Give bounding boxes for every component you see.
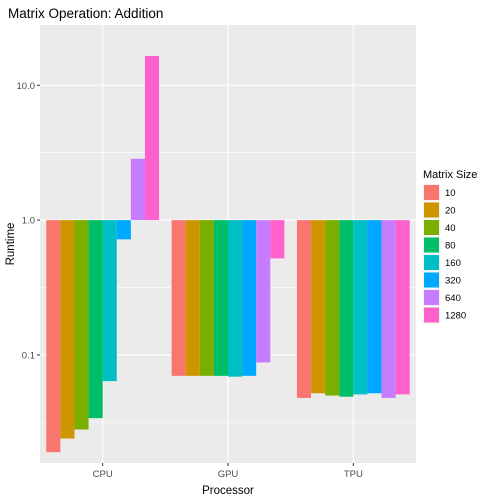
legend-label: 40	[445, 223, 456, 234]
bar-cpu-80	[88, 220, 103, 419]
bar-cpu-320	[116, 220, 131, 240]
bar-gpu-20	[185, 220, 200, 376]
bar-cpu-1280	[144, 55, 160, 221]
bar-cpu-10	[46, 220, 61, 453]
legend-swatch-160	[424, 255, 439, 270]
bar-gpu-640	[256, 220, 271, 363]
bar-tpu-320	[367, 220, 382, 394]
legend-label: 10	[445, 188, 456, 199]
legend-swatch-640	[424, 290, 439, 305]
legend-label: 20	[445, 206, 456, 217]
x-tick-label: GPU	[218, 469, 239, 480]
y-axis: 0.1 1.0 10.0	[17, 81, 40, 361]
bar-gpu-1280	[270, 220, 285, 259]
legend-swatch-1280	[424, 307, 439, 323]
bar-tpu-20	[311, 220, 326, 394]
legend-label: 1280	[445, 311, 466, 322]
bar-gpu-10	[171, 220, 186, 376]
y-tick-label: 0.1	[22, 350, 35, 361]
bar-tpu-640	[381, 220, 396, 398]
y-tick-label: 1.0	[22, 216, 35, 227]
x-tick-label: TPU	[344, 469, 363, 480]
legend-label: 160	[445, 258, 461, 269]
bar-gpu-80	[213, 220, 228, 376]
legend-swatch-20	[424, 202, 439, 218]
bar-tpu-40	[325, 220, 340, 396]
bar-tpu-160	[353, 220, 368, 395]
legend-label: 640	[445, 293, 461, 304]
x-axis: CPU GPU TPU	[93, 463, 363, 480]
y-tick-label: 10.0	[17, 81, 36, 92]
legend-swatch-10	[424, 185, 439, 200]
chart-title: Matrix Operation: Addition	[8, 6, 163, 21]
bar-cpu-160	[102, 220, 117, 382]
bar-cpu-20	[60, 220, 75, 439]
bar-cpu-640	[130, 158, 145, 221]
y-axis-title: Runtime	[5, 223, 17, 266]
bar-gpu-160	[228, 220, 243, 377]
x-tick-label: CPU	[93, 469, 113, 480]
legend-label: 320	[445, 276, 461, 287]
bar-tpu-1280	[395, 220, 410, 395]
legend: Matrix Size 10 20 40 80 160 320 640 1280	[423, 169, 477, 324]
legend-label: 80	[445, 241, 456, 252]
legend-swatch-320	[424, 272, 439, 288]
legend-swatch-40	[424, 220, 439, 235]
bar-cpu-40	[74, 220, 89, 430]
bar-gpu-320	[242, 220, 257, 376]
bar-tpu-10	[296, 220, 312, 398]
x-axis-title: Processor	[202, 485, 254, 497]
bars	[46, 55, 410, 453]
bar-tpu-80	[339, 220, 354, 397]
legend-title: Matrix Size	[423, 169, 477, 181]
bar-gpu-40	[199, 220, 214, 376]
legend-swatch-80	[424, 237, 439, 253]
